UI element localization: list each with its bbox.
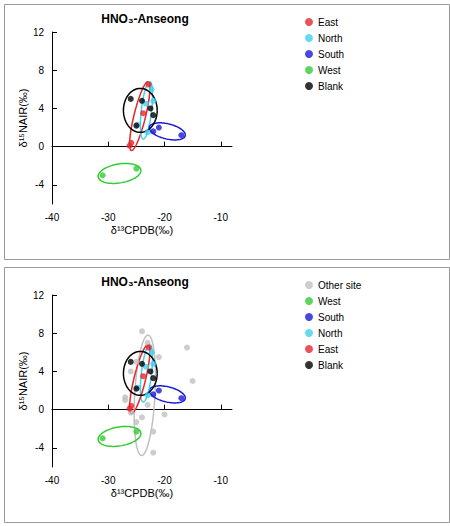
svg-text:-40: -40 <box>45 475 60 486</box>
svg-text:-30: -30 <box>101 475 116 486</box>
svg-text:12: 12 <box>33 27 45 38</box>
svg-text:North: North <box>318 328 342 339</box>
svg-text:West: West <box>318 296 341 307</box>
svg-text:-30: -30 <box>101 212 116 223</box>
svg-text:South: South <box>318 49 344 60</box>
svg-text:-4: -4 <box>35 442 44 453</box>
svg-text:-20: -20 <box>157 212 172 223</box>
svg-text:-4: -4 <box>35 179 44 190</box>
svg-text:-10: -10 <box>214 212 229 223</box>
svg-text:Blank: Blank <box>318 81 344 92</box>
svg-text:HNO₃-Anseong: HNO₃-Anseong <box>101 12 189 26</box>
svg-text:Blank: Blank <box>318 360 344 371</box>
svg-text:West: West <box>318 65 341 76</box>
svg-text:-40: -40 <box>45 212 60 223</box>
svg-text:4: 4 <box>38 366 44 377</box>
svg-text:North: North <box>318 33 342 44</box>
svg-text:δ¹³CPDB(‰): δ¹³CPDB(‰) <box>111 487 173 499</box>
svg-text:-20: -20 <box>157 475 172 486</box>
svg-text:Other site: Other site <box>318 280 362 291</box>
svg-text:δ¹³CPDB(‰): δ¹³CPDB(‰) <box>111 224 173 236</box>
svg-text:HNO₃-Anseong: HNO₃-Anseong <box>101 275 189 289</box>
svg-text:8: 8 <box>38 65 44 76</box>
svg-text:South: South <box>318 312 344 323</box>
svg-text:8: 8 <box>38 328 44 339</box>
svg-text:East: East <box>318 344 338 355</box>
svg-text:0: 0 <box>38 141 44 152</box>
svg-text:12: 12 <box>33 290 45 301</box>
svg-text:0: 0 <box>38 404 44 415</box>
svg-text:4: 4 <box>38 103 44 114</box>
svg-text:δ¹⁵NAIR(‰): δ¹⁵NAIR(‰) <box>17 89 29 148</box>
svg-text:δ¹⁵NAIR(‰): δ¹⁵NAIR(‰) <box>17 352 29 411</box>
svg-text:-10: -10 <box>214 475 229 486</box>
svg-text:East: East <box>318 17 338 28</box>
